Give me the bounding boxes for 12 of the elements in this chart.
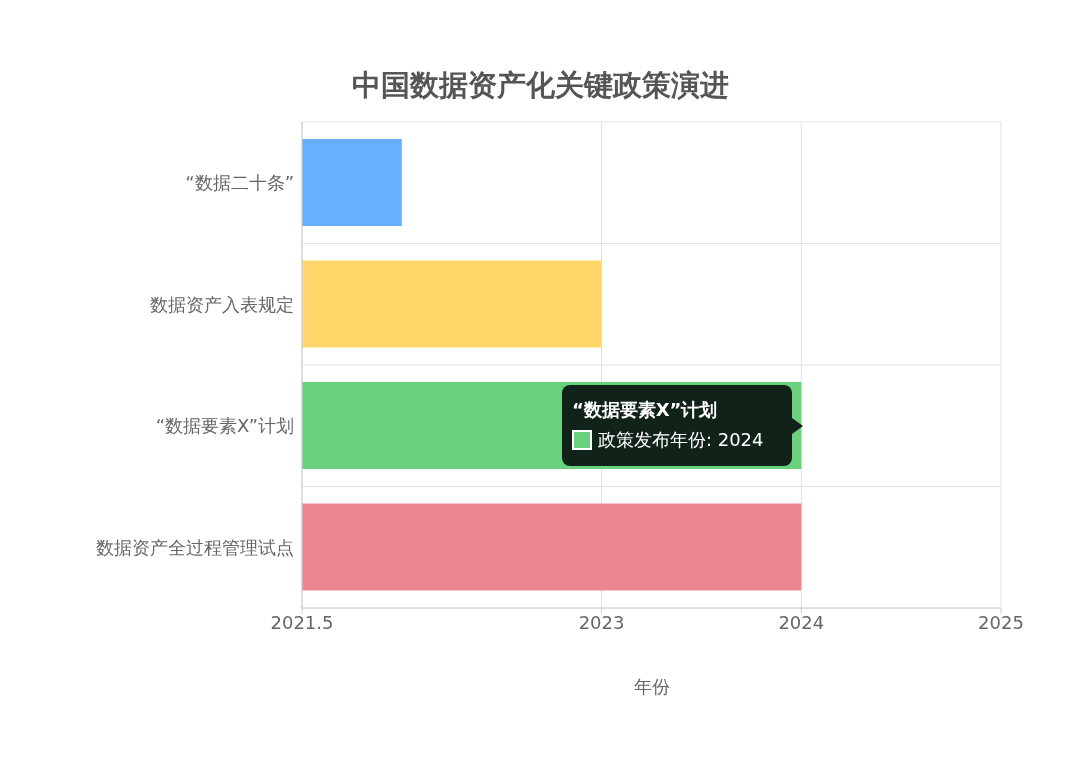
annotation: “数据要素X”计划 (571, 398, 718, 423)
x-tick-label: 2023 (578, 611, 625, 633)
chart-title: 中国数据资产化关键政策演进 (350, 67, 730, 104)
y-tick-label: “数据二十条” (185, 172, 294, 194)
x-tick-label: 2024 (778, 611, 825, 633)
annotation: 政策发布年份: 2024 (597, 428, 764, 453)
y-tick-label: “数据要素X”计划 (155, 415, 294, 437)
x-axis-title: 年份 (633, 676, 670, 697)
x-tick-label: 2021.5 (270, 611, 334, 633)
y-tick-label: 数据资产全过程管理试点 (96, 536, 294, 558)
y-tick-label: 数据资产入表规定 (150, 293, 294, 315)
x-tick-label: 2025 (978, 611, 1024, 633)
